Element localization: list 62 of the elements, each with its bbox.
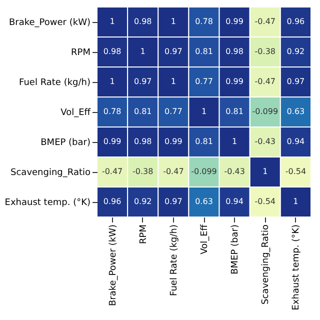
- data-label: 0.81: [195, 137, 213, 146]
- x-tick-label: Exhaust temp. (°K): [292, 224, 302, 310]
- y-tick-label: Scavenging_Ratio: [10, 168, 91, 178]
- y-tick-label: Fuel Rate (kg/h): [19, 78, 90, 88]
- data-label: -0.54: [254, 197, 276, 206]
- data-label: 0.81: [195, 47, 213, 56]
- data-label: 1: [170, 17, 176, 26]
- data-label: 0.96: [103, 197, 122, 206]
- x-tick-label: RPM: [138, 224, 149, 244]
- data-label: 1: [110, 77, 115, 86]
- y-tick-label: BMEP (bar): [40, 138, 90, 148]
- data-label: 0.97: [134, 77, 152, 86]
- y-tick-label: Exhaust temp. (°K): [4, 198, 90, 208]
- y-tick-label: Vol_Eff: [60, 108, 92, 118]
- data-label: 0.99: [226, 17, 244, 26]
- data-label: 1: [201, 107, 207, 116]
- data-label: 0.63: [195, 197, 213, 206]
- data-label: 1: [232, 137, 238, 146]
- data-label: 0.94: [286, 137, 305, 146]
- data-label: 0.92: [286, 47, 305, 56]
- data-label: 0.98: [134, 137, 152, 146]
- data-label: -0.38: [132, 167, 154, 176]
- data-label: 0.99: [164, 137, 182, 146]
- y-tick-label: RPM: [71, 48, 90, 58]
- data-label: 0.63: [286, 107, 305, 116]
- data-label: 0.98: [226, 47, 244, 56]
- data-label: 0.94: [226, 197, 244, 206]
- data-label: 0.99: [226, 77, 244, 86]
- x-tick-label: Scavenging_Ratio: [261, 224, 272, 304]
- data-label: 0.81: [226, 107, 244, 116]
- data-label: -0.43: [254, 137, 276, 146]
- data-label: 0.96: [286, 17, 305, 26]
- data-label: -0.47: [102, 167, 123, 176]
- data-label: 1: [293, 197, 298, 206]
- data-label: 0.98: [103, 47, 122, 56]
- data-label: 0.77: [164, 107, 182, 116]
- data-label: -0.38: [254, 47, 276, 56]
- x-tick-label: BMEP (bar): [230, 224, 241, 274]
- data-label: 0.97: [286, 77, 305, 86]
- data-label: 1: [140, 47, 146, 56]
- x-tick-label: Fuel Rate (kg/h): [169, 224, 180, 296]
- data-label: -0.54: [285, 167, 306, 176]
- data-label: -0.43: [224, 167, 245, 176]
- data-label: -0.099: [191, 167, 217, 176]
- data-label: -0.47: [254, 17, 276, 26]
- data-label: 1: [170, 77, 176, 86]
- y-tick-label: Brake_Power (kW): [8, 18, 90, 28]
- data-label: 0.97: [164, 197, 182, 206]
- data-label: -0.099: [252, 107, 278, 116]
- data-label: 0.81: [134, 107, 152, 116]
- data-label: 0.99: [103, 137, 122, 146]
- data-label: -0.47: [163, 167, 184, 176]
- data-label: 0.98: [134, 17, 152, 26]
- data-label: 1: [110, 17, 115, 26]
- data-label: 0.92: [134, 197, 152, 206]
- data-label: 0.78: [195, 17, 213, 26]
- data-label: 0.77: [195, 77, 213, 86]
- data-label: 0.78: [103, 107, 122, 116]
- data-label: 1: [262, 167, 268, 176]
- x-tick-label: Vol_Eff: [200, 224, 210, 254]
- data-label: 0.97: [164, 47, 182, 56]
- data-label: -0.47: [254, 77, 276, 86]
